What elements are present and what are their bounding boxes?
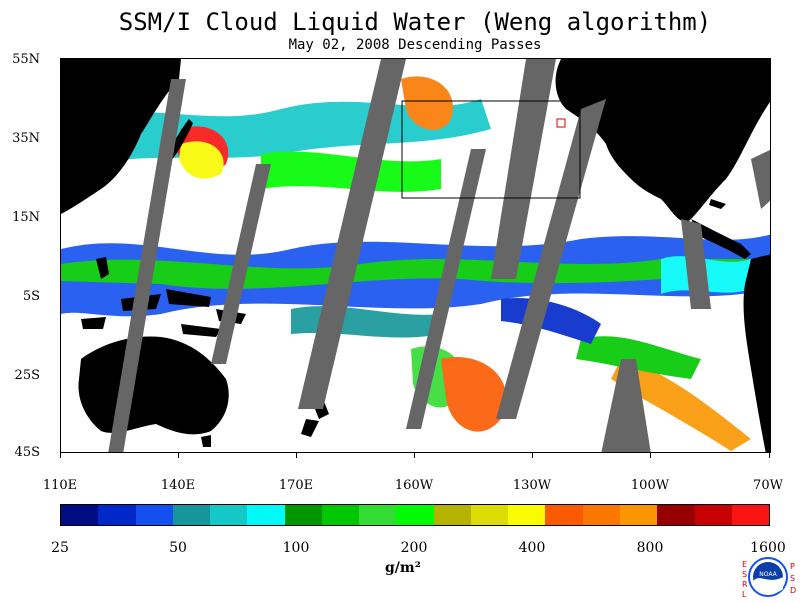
scale-label-400: 400 <box>518 540 546 556</box>
color-scale-segment <box>508 505 546 525</box>
lon-label-130w: 130W <box>512 478 552 493</box>
svg-text:R: R <box>742 580 748 589</box>
color-scale-segment <box>470 505 509 525</box>
svg-text:P: P <box>790 562 795 571</box>
color-scale-segment <box>657 505 695 525</box>
color-scale-segment <box>545 505 583 525</box>
color-scale-segment <box>321 505 360 525</box>
color-scale-segment <box>284 505 322 525</box>
color-scale-segment <box>359 505 397 525</box>
color-scale-segment <box>210 505 248 525</box>
missing-data-swaths <box>108 59 770 452</box>
lon-tick <box>60 453 61 458</box>
svg-text:NOAA: NOAA <box>759 571 777 578</box>
color-scale-segment <box>396 505 434 525</box>
scale-label-100: 100 <box>282 540 310 556</box>
svg-text:D: D <box>790 586 796 595</box>
scale-label-200: 200 <box>400 540 428 556</box>
lat-label-25s: 25S <box>14 368 40 383</box>
map-panel <box>60 58 771 453</box>
svg-text:L: L <box>742 590 747 599</box>
color-scale-bar <box>60 504 770 526</box>
lon-label-100w: 100W <box>630 478 670 493</box>
lat-label-15n: 15N <box>12 210 40 225</box>
color-scale-segment <box>247 505 285 525</box>
lat-label-5s: 5S <box>22 289 40 304</box>
color-scale-segment <box>694 505 732 525</box>
color-scale-segment <box>731 505 770 525</box>
marker-box <box>556 118 566 128</box>
scale-label-800: 800 <box>636 540 664 556</box>
svg-text:S: S <box>790 574 795 583</box>
lon-label-160w: 160W <box>394 478 434 493</box>
lon-tick <box>178 453 179 458</box>
lon-label-110e: 110E <box>42 478 78 493</box>
color-scale-segment <box>582 505 620 525</box>
lat-label-45s: 45S <box>14 445 40 460</box>
lon-label-140e: 140E <box>160 478 196 493</box>
color-scale-segment <box>619 505 658 525</box>
svg-text:E: E <box>742 560 747 569</box>
lon-label-70w: 70W <box>753 478 783 493</box>
lat-label-55n: 55N <box>12 52 40 67</box>
svg-text:S: S <box>742 570 747 579</box>
scale-label-25: 25 <box>51 540 69 556</box>
noaa-logo: E S R L NOAA P S D <box>738 555 798 599</box>
lon-tick <box>769 453 770 458</box>
color-scale-segment <box>98 505 136 525</box>
color-scale-segment <box>135 505 173 525</box>
units-label: g/m² <box>385 560 421 576</box>
map-canvas <box>61 59 770 452</box>
region-box <box>401 100 581 199</box>
chart-subtitle: May 02, 2008 Descending Passes <box>288 37 542 53</box>
lon-tick <box>296 453 297 458</box>
lat-label-35n: 35N <box>12 131 40 146</box>
lon-tick <box>414 453 415 458</box>
color-scale-segment <box>61 505 99 525</box>
color-scale-segment <box>433 505 471 525</box>
lon-tick <box>532 453 533 458</box>
color-scale-segment <box>172 505 211 525</box>
lon-label-170e: 170E <box>278 478 314 493</box>
scale-label-50: 50 <box>169 540 187 556</box>
scale-label-1600: 1600 <box>750 540 786 556</box>
lon-tick <box>650 453 651 458</box>
chart-title: SSM/I Cloud Liquid Water (Weng algorithm… <box>118 8 712 36</box>
